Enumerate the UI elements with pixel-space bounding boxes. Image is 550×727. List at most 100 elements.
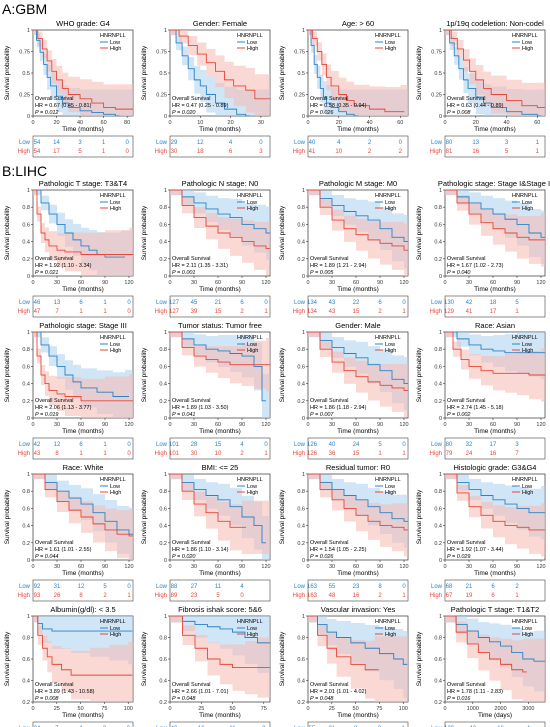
risk-count-high: 7 [515, 451, 519, 457]
x-tick-label: 30 [329, 422, 335, 428]
x-tick-label: 30 [54, 564, 60, 570]
km-curve-high [170, 331, 270, 366]
risk-count-high: 5 [216, 593, 220, 599]
risk-count-low: 80 [446, 140, 453, 146]
os-label: Overall Survival [310, 398, 349, 404]
risk-count-high: 1 [79, 309, 83, 315]
km-curve-low [308, 189, 408, 243]
risk-count-high: 2 [368, 149, 372, 155]
hazard-ratio: HR = 1.89 (1.21 - 2.94) [310, 263, 367, 269]
risk-row-label-low: Low [431, 140, 443, 146]
x-tick-label: 120 [261, 280, 270, 286]
risk-count-high: 10 [335, 149, 342, 155]
y-tick-label: 0.4 [159, 382, 167, 388]
legend-label-high: High [522, 46, 533, 52]
legend-title: HNRNPLL [375, 619, 401, 625]
ci-band-high [33, 616, 133, 702]
km-curve-low [308, 615, 408, 665]
y-tick-label: 0.8 [22, 347, 30, 353]
y-tick-label: 0.2 [159, 541, 167, 547]
y-tick-label: 0.2 [22, 541, 30, 547]
x-axis-label: Time (months) [62, 570, 104, 577]
km-panel: Gender: Male 0 0.2 0.4 0.6 0.8 1 0 30 60 90 120 Time… [279, 321, 409, 460]
risk-row-label-low: Low [294, 140, 306, 146]
x-tick-label: 60 [101, 120, 107, 126]
x-tick-label: 50 [353, 706, 359, 712]
km-curve-high [33, 29, 133, 110]
y-axis-label: Survival probability [416, 45, 423, 100]
risk-count-low: 126 [307, 442, 318, 448]
risk-count-high: 36 [329, 451, 336, 457]
legend-label-low: Low [110, 626, 120, 632]
km-curve-high [33, 189, 133, 255]
risk-count-low: 88 [171, 584, 178, 590]
risk-row-label-high: High [18, 593, 30, 599]
x-tick-label: 90 [377, 422, 383, 428]
risk-count-low: 0 [399, 140, 403, 146]
x-tick-label: 120 [536, 280, 545, 286]
legend-label-low: Low [522, 200, 532, 206]
panel-title: WHO grade: G4 [56, 19, 110, 28]
x-axis-label: Time (months) [62, 286, 104, 293]
y-tick-label: 0.4 [297, 240, 305, 246]
risk-count-low: 5 [515, 300, 519, 306]
risk-count-high: 2 [240, 451, 244, 457]
legend-label-low: Low [522, 484, 532, 490]
risk-count-high: 1 [127, 593, 131, 599]
risk-count-low: 32 [466, 442, 473, 448]
risk-count-high: 26 [54, 593, 61, 599]
ci-band-high [445, 474, 545, 557]
x-axis-label: Time (months) [474, 126, 516, 133]
hazard-ratio: HR = 1.78 (1.11 - 2.83) [447, 689, 503, 695]
risk-count-high: 1 [402, 309, 406, 315]
y-tick-label: 0.6 [159, 657, 167, 663]
x-tick-label: 40 [366, 120, 372, 126]
x-tick-label: 0 [306, 706, 309, 712]
x-tick-label: 0 [168, 422, 171, 428]
km-curve-high [308, 29, 405, 113]
y-tick-label: 1 [302, 28, 305, 34]
risk-count-high: 3 [259, 149, 263, 155]
risk-count-low: 4 [337, 140, 341, 146]
y-axis-label: Survival probability [279, 631, 286, 686]
y-tick-label: 0 [439, 558, 442, 564]
y-tick-label: 0.6 [434, 506, 442, 512]
risk-table [307, 579, 409, 602]
km-panel: Pathologic T stage: T3&T4 0 0.2 0.4 0.6 0.8 1 0… [4, 179, 134, 318]
legend-label-high: High [522, 206, 533, 212]
legend-title: HNRNPLL [100, 619, 126, 625]
risk-count-low: 134 [307, 300, 318, 306]
risk-count-low: 13 [472, 140, 479, 146]
risk-count-low: 40 [329, 442, 336, 448]
y-tick-label: 0.6 [297, 657, 305, 663]
legend-label-high: High [522, 490, 533, 496]
hazard-ratio: HR = 1.92 (1.07 - 3.44) [447, 547, 504, 553]
x-tick-label: 20 [473, 120, 479, 126]
panel-title: Pathologic M stage: M0 [319, 179, 397, 188]
risk-row-label-low: Low [156, 300, 168, 306]
os-label: Overall Survival [310, 256, 349, 262]
km-curve-high [445, 189, 545, 241]
km-curve-low [33, 473, 133, 535]
y-axis-label: Survival probability [141, 205, 148, 260]
x-tick-label: 2000 [494, 706, 506, 712]
risk-row-label-low: Low [19, 584, 31, 590]
os-label: Overall Survival [35, 682, 74, 688]
km-curve-low [445, 615, 545, 662]
x-tick-label: 20 [53, 120, 59, 126]
risk-row-label-high: High [155, 149, 167, 155]
km-panel: Albumin(g/dl): < 3.5 0.2 0.4 0.6 0.8 1 0 25 50 75… [4, 605, 134, 727]
os-label: Overall Survival [172, 96, 211, 102]
y-tick-label: 1 [27, 188, 30, 194]
risk-table [444, 135, 546, 158]
km-curve-high [308, 473, 408, 531]
km-curve-low [445, 189, 545, 238]
y-axis-label: Survival probability [141, 631, 148, 686]
risk-count-low: 80 [446, 442, 453, 448]
y-tick-label: 0.25 [156, 93, 167, 99]
risk-count-high: 1 [515, 593, 519, 599]
hazard-ratio: HR = 1.86 (1.10 - 3.14) [172, 547, 229, 553]
